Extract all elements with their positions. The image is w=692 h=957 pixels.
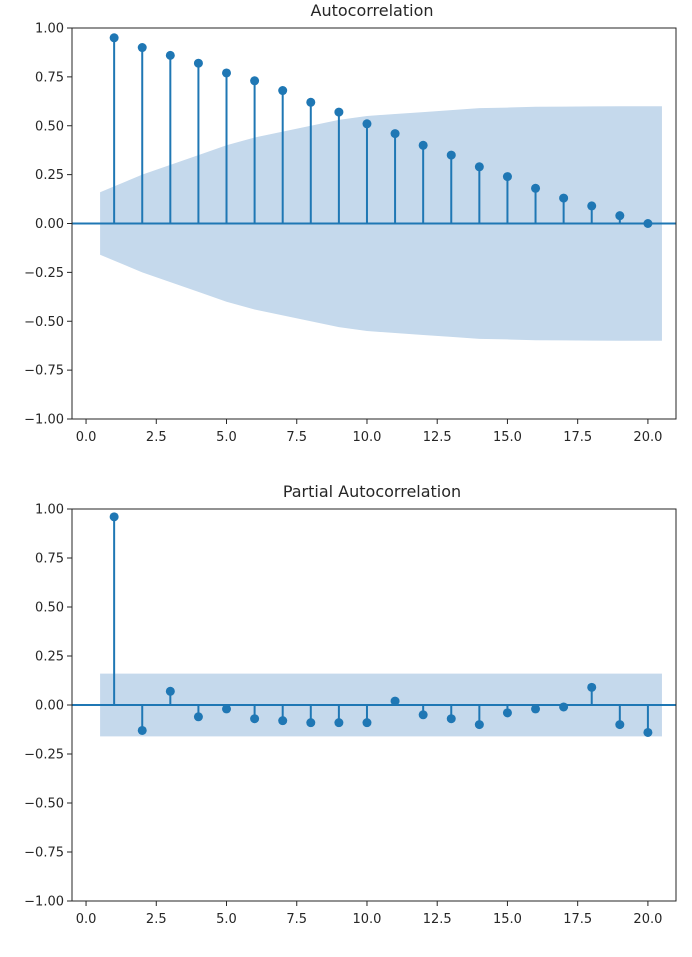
pacf-y-tick-label: 0.00 bbox=[35, 699, 64, 714]
acf-y-tick-label: 0.75 bbox=[35, 70, 64, 85]
pacf-y-tick-label: 1.00 bbox=[35, 503, 64, 518]
acf-x-tick-label: 15.0 bbox=[493, 430, 522, 445]
acf-y-tick-label: −1.00 bbox=[24, 413, 64, 428]
pacf-chart-title: Partial Autocorrelation bbox=[283, 482, 461, 501]
acf-x-tick-label: 0.0 bbox=[76, 430, 97, 445]
acf-panel: Autocorrelation 1.00 0.75 0.50 0.25 0.00 −0.2… bbox=[24, 1, 677, 445]
pacf-y-tick-label: 0.50 bbox=[35, 601, 64, 616]
acf-point-lag-7 bbox=[278, 86, 288, 96]
pacf-point-lag-14 bbox=[474, 720, 484, 730]
acf-point-lag-6 bbox=[250, 76, 260, 86]
acf-point-lag-11 bbox=[390, 129, 400, 139]
acf-point-lag-19 bbox=[615, 211, 625, 221]
pacf-x-tick-label: 15.0 bbox=[493, 912, 522, 927]
pacf-x-tick-label: 17.5 bbox=[563, 912, 592, 927]
pacf-y-tick-label: −0.50 bbox=[24, 797, 64, 812]
acf-y-tick-label: 1.00 bbox=[35, 22, 64, 37]
pacf-point-lag-13 bbox=[446, 714, 456, 724]
acf-x-tick-label: 7.5 bbox=[286, 430, 307, 445]
pacf-y-tick-label: 0.75 bbox=[35, 552, 64, 567]
acf-stems-layer bbox=[109, 33, 653, 228]
acf-point-lag-15 bbox=[502, 172, 512, 182]
acf-point-lag-10 bbox=[362, 119, 372, 129]
acf-point-lag-2 bbox=[137, 43, 147, 53]
acf-x-ticks-layer: 0.0 2.5 5.0 7.5 10.0 12.5 15.0 17.5 20.0 bbox=[76, 419, 662, 445]
acf-x-tick-label: 20.0 bbox=[633, 430, 662, 445]
pacf-y-ticks-layer: 1.00 0.75 0.50 0.25 0.00 −0.25 −0.50 −0.75 −1.00 bbox=[24, 503, 72, 910]
acf-point-lag-20 bbox=[643, 219, 653, 228]
pacf-point-lag-10 bbox=[362, 718, 372, 728]
pacf-point-lag-18 bbox=[587, 682, 597, 692]
pacf-point-lag-17 bbox=[559, 702, 569, 712]
acf-y-tick-label: −0.75 bbox=[24, 364, 64, 379]
acf-point-lag-3 bbox=[165, 50, 175, 60]
acf-point-lag-9 bbox=[334, 107, 344, 117]
pacf-panel: Partial Autocorrelation 1.00 0.75 0.50 0.25… bbox=[24, 482, 677, 927]
pacf-x-tick-label: 5.0 bbox=[216, 912, 237, 927]
acf-y-tick-label: 0.50 bbox=[35, 119, 64, 134]
pacf-y-tick-label: −0.25 bbox=[24, 748, 64, 763]
acf-point-lag-14 bbox=[474, 162, 484, 172]
acf-x-tick-label: 10.0 bbox=[353, 430, 382, 445]
pacf-y-tick-label: −0.75 bbox=[24, 846, 64, 861]
pacf-x-tick-label: 10.0 bbox=[353, 912, 382, 927]
pacf-x-tick-label: 0.0 bbox=[76, 912, 97, 927]
pacf-point-lag-5 bbox=[222, 704, 232, 714]
pacf-point-lag-8 bbox=[306, 718, 316, 728]
pacf-point-lag-12 bbox=[418, 710, 428, 720]
acf-point-lag-16 bbox=[531, 183, 541, 193]
acf-point-lag-12 bbox=[418, 140, 428, 150]
acf-point-lag-18 bbox=[587, 201, 597, 211]
acf-point-lag-13 bbox=[446, 150, 456, 160]
pacf-stems-layer bbox=[109, 512, 653, 737]
acf-x-tick-label: 2.5 bbox=[146, 430, 167, 445]
pacf-point-lag-6 bbox=[250, 714, 260, 724]
acf-point-lag-5 bbox=[222, 68, 232, 78]
pacf-y-tick-label: 0.25 bbox=[35, 650, 64, 665]
pacf-x-tick-label: 12.5 bbox=[423, 912, 452, 927]
pacf-point-lag-19 bbox=[615, 720, 625, 730]
pacf-point-lag-9 bbox=[334, 718, 344, 728]
pacf-point-lag-16 bbox=[531, 704, 541, 714]
acf-point-lag-8 bbox=[306, 97, 316, 107]
pacf-point-lag-15 bbox=[502, 708, 512, 718]
pacf-point-lag-7 bbox=[278, 716, 288, 726]
acf-chart-title: Autocorrelation bbox=[311, 1, 434, 20]
acf-point-lag-4 bbox=[193, 58, 203, 68]
pacf-y-tick-label: −1.00 bbox=[24, 895, 64, 910]
pacf-point-lag-2 bbox=[137, 725, 147, 735]
acf-y-tick-label: 0.25 bbox=[35, 168, 64, 183]
pacf-x-tick-label: 7.5 bbox=[286, 912, 307, 927]
acf-x-tick-label: 17.5 bbox=[563, 430, 592, 445]
pacf-point-lag-1 bbox=[109, 512, 119, 522]
pacf-point-lag-20 bbox=[643, 727, 653, 737]
pacf-point-lag-4 bbox=[193, 712, 203, 722]
acf-point-lag-1 bbox=[109, 33, 119, 43]
pacf-x-tick-label: 20.0 bbox=[633, 912, 662, 927]
acf-x-tick-label: 5.0 bbox=[216, 430, 237, 445]
pacf-point-lag-11 bbox=[390, 696, 400, 706]
acf-y-tick-label: −0.25 bbox=[24, 266, 64, 281]
acf-point-lag-17 bbox=[559, 193, 569, 203]
acf-y-ticks-layer: 1.00 0.75 0.50 0.25 0.00 −0.25 −0.50 −0.75 −1.00 bbox=[24, 22, 72, 428]
acf-x-tick-label: 12.5 bbox=[423, 430, 452, 445]
pacf-x-tick-label: 2.5 bbox=[146, 912, 167, 927]
pacf-point-lag-3 bbox=[165, 686, 175, 696]
acf-y-tick-label: 0.00 bbox=[35, 217, 64, 232]
pacf-x-ticks-layer: 0.0 2.5 5.0 7.5 10.0 12.5 15.0 17.5 20.0 bbox=[76, 901, 662, 927]
acf-y-tick-label: −0.50 bbox=[24, 315, 64, 330]
